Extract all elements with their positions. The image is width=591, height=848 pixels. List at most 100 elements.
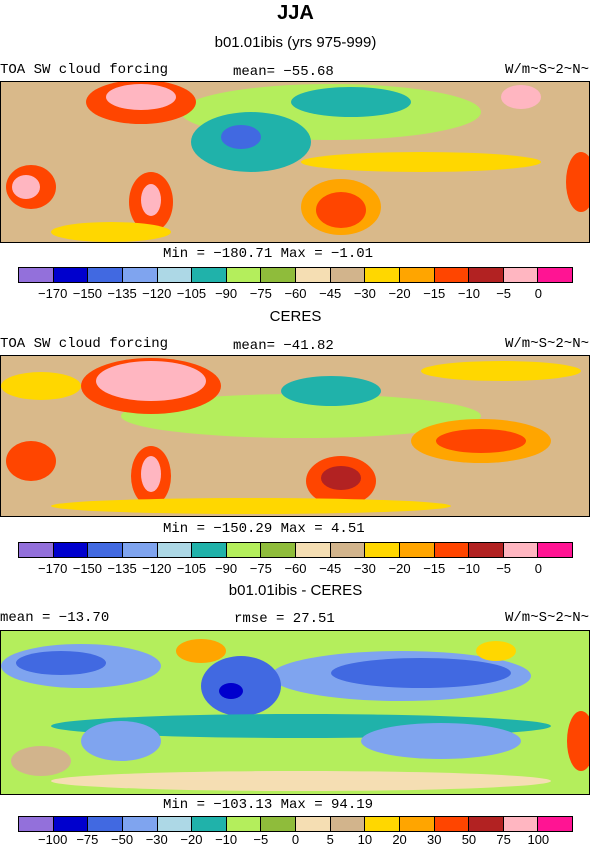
colorbar-tick-label: 75 — [496, 832, 511, 847]
colorbar-tick-label: −170 — [38, 561, 68, 576]
colorbar-swatch — [365, 817, 400, 831]
colorbar-swatch — [434, 543, 470, 557]
colorbar-swatch — [53, 268, 89, 282]
colorbar-tick-label: −100 — [38, 832, 68, 847]
colorbar-swatch — [538, 817, 572, 831]
colorbar-swatch — [469, 268, 504, 282]
colorbar-tick-label: −150 — [72, 561, 103, 576]
colorbar-tick-label: −75 — [249, 561, 272, 576]
colorbar-swatch — [365, 268, 400, 282]
colorbar-tick-label: 100 — [527, 832, 550, 847]
colorbar-swatch — [226, 268, 262, 282]
colorbar-tick-label: −20 — [388, 286, 411, 301]
colorbar-tick-label: −10 — [457, 286, 480, 301]
panel2-subtitle: CERES — [269, 308, 322, 325]
colorbar-swatch — [538, 543, 572, 557]
colorbar-swatch — [296, 268, 331, 282]
colorbar-swatch — [399, 543, 435, 557]
colorbar-tick-label: −135 — [107, 561, 137, 576]
colorbar-tick-label: −150 — [72, 286, 103, 301]
colorbar-tick-label: −10 — [457, 561, 480, 576]
colorbar-swatch — [503, 817, 539, 831]
panel3-map — [0, 630, 590, 795]
colorbar-tick-label: −5 — [253, 832, 269, 847]
colorbar-tick-label: −30 — [353, 561, 376, 576]
panel1-minmax-label: Min = −180.71 Max = −1.01 — [163, 246, 374, 262]
colorbar-tick-label: −20 — [180, 832, 203, 847]
colorbar-swatch — [538, 268, 572, 282]
colorbar-tick-label: −75 — [249, 286, 272, 301]
colorbar-tick-label: −5 — [496, 286, 512, 301]
colorbar-tick-label: −20 — [388, 561, 411, 576]
colorbar-swatch — [192, 817, 227, 831]
colorbar-swatch — [261, 817, 296, 831]
colorbar-tick-label: −30 — [145, 832, 168, 847]
panel2-minmax-label: Min = −150.29 Max = 4.51 — [163, 521, 365, 537]
colorbar-swatch — [88, 817, 123, 831]
colorbar-swatch — [157, 268, 193, 282]
panel3-mean-label: mean = −13.70 — [0, 610, 110, 626]
colorbar-tick-label: −60 — [284, 561, 307, 576]
colorbar-swatch — [122, 268, 158, 282]
panel1-colorbar — [18, 267, 573, 283]
panel1-subtitle: b01.01ibis (yrs 975-999) — [214, 34, 377, 51]
colorbar-swatch — [330, 543, 366, 557]
colorbar-tick-label: 0 — [291, 832, 300, 847]
colorbar-swatch — [122, 543, 158, 557]
colorbar-swatch — [19, 543, 54, 557]
colorbar-tick-label: −170 — [38, 286, 68, 301]
panel2-map — [0, 355, 590, 517]
colorbar-tick-label: −45 — [319, 561, 342, 576]
colorbar-swatch — [399, 817, 435, 831]
colorbar-swatch — [88, 543, 123, 557]
colorbar-swatch — [226, 543, 262, 557]
colorbar-tick-label: −5 — [496, 561, 512, 576]
panel3-units-label: W/m~S~2~N~ — [504, 610, 589, 626]
colorbar-swatch — [261, 268, 296, 282]
colorbar-tick-label: −120 — [142, 286, 172, 301]
colorbar-tick-label: −105 — [176, 561, 207, 576]
panel1-variable-label: TOA SW cloud forcing — [0, 62, 169, 78]
colorbar-swatch — [53, 543, 89, 557]
colorbar-tick-label: 0 — [534, 286, 542, 301]
colorbar-tick-label: −60 — [284, 286, 307, 301]
panel2-units-label: W/m~S~2~N~ — [504, 336, 589, 352]
colorbar-swatch — [157, 543, 193, 557]
panel3-minmax-label: Min = −103.13 Max = 94.19 — [163, 797, 374, 813]
colorbar-swatch — [157, 817, 193, 831]
panel2-colorbar-ticks: −170 −150 −135 −120 −105 −90 −75 −60 −45 −30 −20 −1… — [18, 561, 573, 577]
colorbar-swatch — [192, 543, 227, 557]
colorbar-tick-label: −15 — [423, 561, 446, 576]
colorbar-tick-label: −75 — [76, 832, 99, 847]
panel1-colorbar-ticks: −170 −150 −135 −120 −105 −90 −75 −60 −45 −30 −20 −1… — [18, 286, 573, 302]
colorbar-swatch — [434, 817, 470, 831]
colorbar-tick-label: −50 — [111, 832, 134, 847]
colorbar-tick-label: −10 — [215, 832, 238, 847]
colorbar-tick-label: −30 — [353, 286, 376, 301]
panel3-colorbar — [18, 816, 573, 832]
colorbar-swatch — [399, 268, 435, 282]
colorbar-swatch — [19, 817, 54, 831]
colorbar-swatch — [192, 268, 227, 282]
colorbar-tick-label: −90 — [215, 561, 238, 576]
colorbar-swatch — [434, 268, 470, 282]
colorbar-swatch — [503, 543, 539, 557]
colorbar-swatch — [296, 543, 331, 557]
colorbar-tick-label: 20 — [392, 832, 407, 847]
panel3-colorbar-ticks: −100 −75 −50 −30 −20 −10 −5 0 5 10 20 30 50 75 100 — [18, 832, 573, 848]
colorbar-tick-label: 0 — [534, 561, 542, 576]
panel1-mean-label: mean= −55.68 — [233, 64, 334, 80]
colorbar-tick-label: 10 — [357, 832, 373, 847]
panel2-colorbar — [18, 542, 573, 558]
colorbar-swatch — [88, 268, 123, 282]
colorbar-swatch — [330, 817, 366, 831]
colorbar-swatch — [469, 817, 504, 831]
colorbar-tick-label: −120 — [142, 561, 172, 576]
panel2-mean-label: mean= −41.82 — [233, 338, 334, 354]
colorbar-swatch — [226, 817, 262, 831]
colorbar-swatch — [469, 543, 504, 557]
colorbar-tick-label: 5 — [326, 832, 334, 847]
page-title: JJA — [277, 2, 314, 24]
colorbar-swatch — [503, 268, 539, 282]
colorbar-tick-label: −105 — [176, 286, 207, 301]
